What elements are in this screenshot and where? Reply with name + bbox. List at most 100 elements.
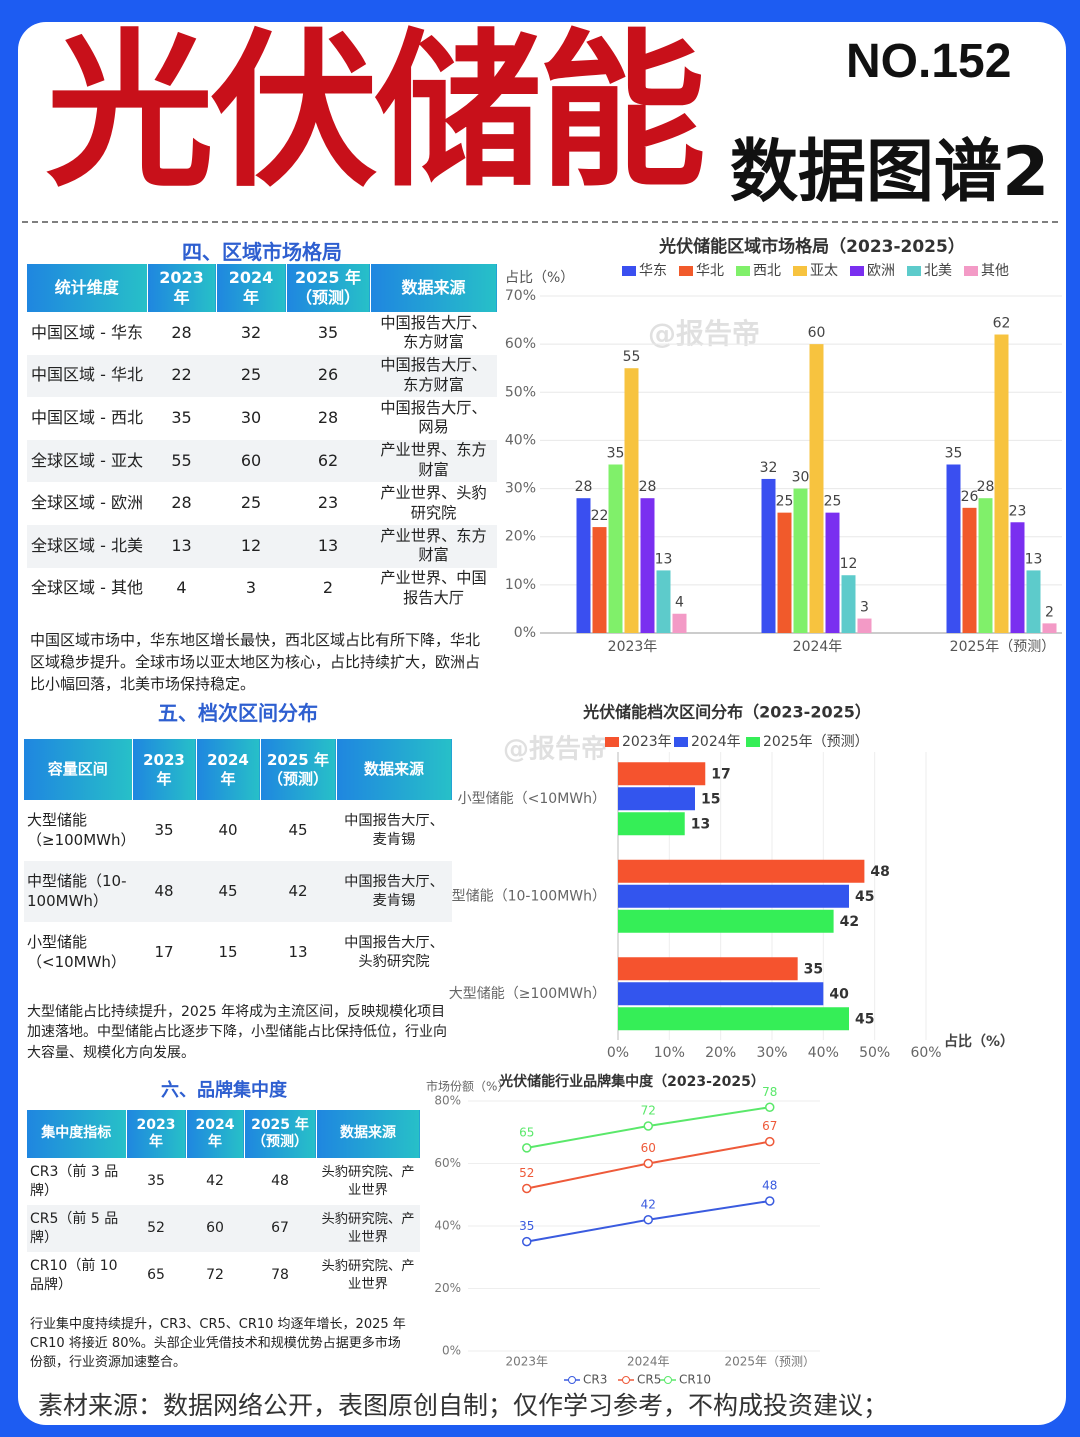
- legend-marker: [622, 1376, 630, 1384]
- point: [522, 1183, 532, 1194]
- table-cell: 12: [216, 524, 286, 568]
- y-tick-label: 60%: [505, 336, 536, 352]
- table-cell: 全球区域 - 亚太: [27, 439, 147, 483]
- value-label: 35: [607, 446, 625, 462]
- value-label: 3: [860, 600, 869, 616]
- table-cell: 25: [216, 354, 286, 398]
- bar: [618, 982, 824, 1006]
- legend-swatch: [679, 266, 693, 276]
- bar: [978, 498, 993, 633]
- value-label: 25: [824, 494, 842, 510]
- table-cell: CR5（前 5 品牌）: [27, 1205, 126, 1252]
- table-cell: CR3（前 3 品牌）: [30, 1164, 119, 1199]
- bar: [608, 464, 623, 633]
- y-axis-label: 市场份额（%）: [426, 1079, 509, 1094]
- table-cell: 35: [154, 820, 174, 839]
- legend-label: 2023年: [622, 734, 672, 750]
- value-label: 45: [855, 1011, 874, 1027]
- table-cell: 52: [126, 1205, 186, 1252]
- y-tick-label: 80%: [434, 1094, 461, 1108]
- table-row: 中型储能（10-100MWh） 48 45 42 中国报告大厅、麦肯锡: [24, 861, 452, 922]
- table-cell: 45: [196, 861, 260, 922]
- table-cell: 中国区域 - 华北: [27, 354, 147, 398]
- table-row: CR10（前 10 品牌） 65 72 78 头豹研究院、产业世界: [27, 1252, 420, 1299]
- x-tick-label: 2025年（预测）: [950, 639, 1056, 655]
- bar: [793, 488, 808, 633]
- legend-label: CR5: [637, 1373, 661, 1387]
- bar: [618, 1007, 849, 1031]
- bar: [624, 368, 639, 633]
- y-tick-label: 10%: [505, 577, 536, 593]
- value-label: 52: [519, 1166, 534, 1180]
- table-cell: 中国报告大厅、头豹研究院: [344, 934, 444, 970]
- value-label: 35: [804, 961, 823, 977]
- point: [643, 1215, 653, 1225]
- x-tick-label: 2024年: [627, 1355, 670, 1369]
- table-cell: 中国报告大厅、网易: [380, 398, 487, 437]
- table-cell: 头豹研究院、产业世界: [316, 1205, 420, 1252]
- value-label: 65: [519, 1125, 534, 1139]
- data-table: 集中度指标 2023 年 2024 年 2025 年（预测） 数据来源 CR3（前 3 品…: [27, 1110, 421, 1299]
- table-cell: 全球区域 - 欧洲: [31, 493, 143, 513]
- bar: [809, 344, 824, 633]
- legend-label: 欧洲: [867, 263, 895, 279]
- table-cell: 中国报告大厅、麦肯锡: [336, 861, 452, 922]
- table-cell: 35: [317, 322, 339, 342]
- header-cell: 数据来源: [316, 1110, 421, 1158]
- bar: [640, 498, 655, 633]
- legend-label: CR3: [583, 1373, 607, 1387]
- header-cell: 2023 年: [126, 1110, 187, 1158]
- x-tick-label: 10%: [654, 1045, 685, 1061]
- header-row: 统计维度 2023 年 2024 年 2025 年（预测） 数据来源: [27, 264, 498, 312]
- table-cell: 60: [186, 1205, 244, 1252]
- y-axis-label: 占比（%）: [505, 270, 574, 286]
- value-label: 13: [1025, 551, 1043, 567]
- x-tick-label: 2023年: [505, 1355, 548, 1369]
- value-label: 55: [623, 349, 641, 365]
- value-label: 28: [977, 479, 995, 495]
- header-cell: 2025 年（预测）: [286, 264, 371, 312]
- table-row: 全球区域 - 亚太 55 60 62 产业世界、东方财富: [27, 439, 497, 483]
- table-cell: 65: [147, 1267, 165, 1284]
- table-cell: 13: [147, 524, 216, 568]
- legend-swatch: [850, 266, 864, 276]
- value-label: 30: [792, 470, 810, 486]
- y-tick-label: 大型储能（≥100MWh）: [449, 986, 606, 1002]
- table-cell: 55: [147, 439, 216, 483]
- y-tick-label: 0%: [514, 625, 536, 641]
- point: [765, 1196, 775, 1206]
- x-tick-label: 50%: [859, 1045, 890, 1061]
- value-label: 23: [1009, 503, 1027, 519]
- table-cell: 产业世界、头豹研究院: [380, 483, 487, 522]
- section-note: 行业集中度持续提升，CR3、CR5、CR10 均逐年增长，2025 年 CR10…: [30, 1317, 406, 1370]
- legend-label: 2024年: [691, 734, 741, 750]
- section-heading: 五、档次区间分布: [158, 701, 318, 725]
- table-cell: 产业世界、东方财富: [370, 439, 497, 483]
- table-cell: 48: [132, 861, 196, 922]
- table-cell: 产业世界、中国报告大厅: [380, 569, 487, 607]
- legend-label: 亚太: [810, 263, 838, 279]
- table-cell: 中国区域 - 西北: [31, 408, 143, 428]
- bar: [962, 507, 977, 633]
- header-cell: 2023 年: [132, 739, 197, 800]
- header-cell: 数据来源: [370, 264, 498, 312]
- table-cell: 67: [244, 1205, 316, 1252]
- value-label: 40: [829, 986, 849, 1002]
- table-cell: 头豹研究院、产业世界: [321, 1165, 415, 1198]
- legend-marker: [664, 1376, 672, 1384]
- bar: [1026, 570, 1041, 633]
- bar: [994, 334, 1009, 633]
- value-label: 2: [1045, 604, 1054, 620]
- legend-swatch: [674, 737, 688, 747]
- x-tick-label: 20%: [705, 1045, 736, 1061]
- legend-swatch: [736, 266, 750, 276]
- value-label: 67: [762, 1119, 777, 1133]
- x-tick-label: 0%: [607, 1045, 629, 1061]
- y-tick-label: 50%: [505, 384, 536, 400]
- table-row: 中国区域 - 华东 28 32 35 中国报告大厅、东方财富: [27, 312, 497, 355]
- table-cell: 35: [147, 1173, 165, 1190]
- bar: [576, 498, 591, 633]
- table-cell: 大型储能（≥100MWh）: [27, 811, 136, 849]
- y-tick-label: 30%: [505, 481, 536, 497]
- value-label: 22: [591, 508, 609, 524]
